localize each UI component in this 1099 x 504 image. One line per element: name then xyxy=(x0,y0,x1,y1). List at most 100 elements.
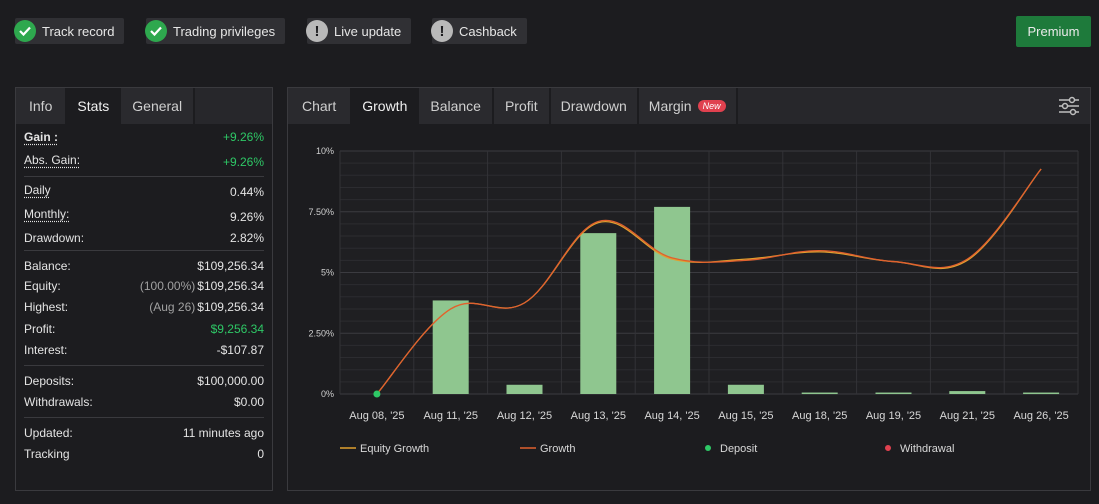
chart-panel: Chart Growth Balance Profit Drawdown Mar… xyxy=(287,87,1091,491)
stat-value: 0 xyxy=(257,447,264,461)
tab-info[interactable]: Info xyxy=(16,88,68,124)
tab-profit[interactable]: Profit xyxy=(493,88,551,124)
growth-bar xyxy=(801,392,838,395)
stat-value: -$107.87 xyxy=(216,343,264,357)
y-tick-label: 5% xyxy=(321,268,334,278)
y-tick-label: 2.50% xyxy=(308,328,334,338)
stat-equity: Equity: (100.00%) $109,256.34 xyxy=(16,275,272,296)
stat-daily: Daily 0.44% xyxy=(16,177,272,203)
badge-track-record[interactable]: Track record xyxy=(14,18,125,44)
growth-bar xyxy=(949,391,986,394)
x-tick-label: Aug 26, '25 xyxy=(1013,410,1068,422)
badge-label: Track record xyxy=(42,23,115,39)
x-tick-label: Aug 14, '25 xyxy=(644,410,699,422)
stat-withdrawals: Withdrawals: $0.00 xyxy=(16,391,272,412)
y-tick-label: 0% xyxy=(321,389,334,399)
legend-swatch-deposit xyxy=(705,445,711,451)
stat-label: Profit: xyxy=(24,322,56,336)
check-icon xyxy=(14,20,36,42)
legend-label: Withdrawal xyxy=(900,443,954,455)
stat-label: Highest: xyxy=(24,300,69,314)
settings-sliders-icon[interactable] xyxy=(1058,96,1080,116)
stat-value-group: (100.00%) $109,256.34 xyxy=(140,279,264,293)
tab-margin[interactable]: Margin New xyxy=(638,88,738,124)
stat-drawdown: Drawdown: 2.82% xyxy=(16,224,272,250)
new-badge: New xyxy=(697,100,726,112)
deposit-point xyxy=(373,390,381,398)
stat-interest: Interest: -$107.87 xyxy=(16,339,272,360)
growth-bar xyxy=(506,384,543,394)
growth-bar xyxy=(875,392,912,395)
badge-label: Trading privileges xyxy=(173,23,276,39)
stat-value: +9.26% xyxy=(222,155,264,169)
stat-value: 11 minutes ago xyxy=(182,426,264,440)
stats-panel: Info Stats General Gain : +9.26% Abs. Ga… xyxy=(15,87,273,491)
stat-tracking: Tracking 0 xyxy=(16,443,272,464)
stat-label[interactable]: Daily xyxy=(24,183,51,197)
stat-value: 2.82% xyxy=(229,231,264,245)
divider xyxy=(24,250,264,251)
growth-bar xyxy=(727,384,764,394)
stat-value: 0.44% xyxy=(229,185,264,199)
tab-stats[interactable]: Stats xyxy=(67,88,122,124)
stat-value: $109,256.34 xyxy=(197,300,264,314)
stat-value: $109,256.34 xyxy=(197,279,264,293)
growth-chart[interactable]: 0% 2.50% 5% 7.50% 10% Aug 08, '25 Aug 11, '25 A… xyxy=(288,88,1092,492)
badge-trading-privileges[interactable]: Trading privileges xyxy=(145,18,286,44)
stat-label: Withdrawals: xyxy=(24,395,93,409)
stat-label: Deposits: xyxy=(24,374,75,388)
tab-growth[interactable]: Growth xyxy=(352,88,420,124)
stat-abs-gain: Abs. Gain: +9.26% xyxy=(16,147,272,172)
stat-label: Drawdown: xyxy=(24,231,85,245)
growth-line xyxy=(376,168,1042,395)
tab-chart[interactable]: Chart xyxy=(288,88,353,124)
stat-value: +9.26% xyxy=(222,130,264,144)
stat-value: $0.00 xyxy=(233,395,264,409)
right-tabs: Chart Growth Balance Profit Drawdown Mar… xyxy=(288,88,738,124)
legend-label: Deposit xyxy=(720,443,757,455)
legend-swatch-withdrawal xyxy=(885,445,891,451)
stat-label[interactable]: Gain : xyxy=(24,130,59,144)
divider xyxy=(24,176,264,177)
stat-label: Equity: xyxy=(24,279,61,293)
stat-label: Balance: xyxy=(24,259,71,273)
stat-updated: Updated: 11 minutes ago xyxy=(16,418,272,443)
badge-label: Cashback xyxy=(459,23,517,39)
y-tick-label: 10% xyxy=(316,146,334,156)
x-tick-label: Aug 21, '25 xyxy=(940,410,995,422)
badge-cashback[interactable]: ! Cashback xyxy=(431,18,527,44)
exclamation-icon: ! xyxy=(306,20,328,42)
stat-value-group: (Aug 26) $109,256.34 xyxy=(149,300,264,314)
stat-label[interactable]: Monthly: xyxy=(24,207,70,221)
stat-balance: Balance: $109,256.34 xyxy=(16,251,272,275)
x-tick-label: Aug 13, '25 xyxy=(571,410,626,422)
badge-label: Live update xyxy=(334,23,402,39)
divider xyxy=(24,365,264,366)
exclamation-icon: ! xyxy=(431,20,453,42)
stats-list: Gain : +9.26% Abs. Gain: +9.26% Daily 0.… xyxy=(16,126,272,464)
stat-gain: Gain : +9.26% xyxy=(16,126,272,147)
tab-balance[interactable]: Balance xyxy=(419,88,494,124)
x-tick-label: Aug 15, '25 xyxy=(718,410,773,422)
stat-label[interactable]: Abs. Gain: xyxy=(24,153,81,167)
stat-monthly: Monthly: 9.26% xyxy=(16,203,272,224)
stat-value: $9,256.34 xyxy=(210,322,264,336)
x-tick-label: Aug 19, '25 xyxy=(866,410,921,422)
stat-deposits: Deposits: $100,000.00 xyxy=(16,366,272,391)
stat-prefix: (Aug 26) xyxy=(149,300,196,314)
growth-bar xyxy=(580,233,617,394)
x-tick-label: Aug 08, '25 xyxy=(349,410,404,422)
tab-drawdown[interactable]: Drawdown xyxy=(550,88,639,124)
stat-profit: Profit: $9,256.34 xyxy=(16,317,272,339)
stat-value: 9.26% xyxy=(229,210,264,224)
badge-live-update[interactable]: ! Live update xyxy=(306,18,412,44)
premium-button[interactable]: Premium xyxy=(1016,16,1091,47)
x-tick-label: Aug 11, '25 xyxy=(423,410,478,422)
tab-general[interactable]: General xyxy=(121,88,196,124)
x-tick-label: Aug 18, '25 xyxy=(792,410,847,422)
stat-label: Updated: xyxy=(24,426,73,440)
stat-value: $100,000.00 xyxy=(197,374,264,388)
stat-prefix: (100.00%) xyxy=(139,279,196,293)
divider xyxy=(24,417,264,418)
tab-margin-label: Margin xyxy=(648,98,692,114)
